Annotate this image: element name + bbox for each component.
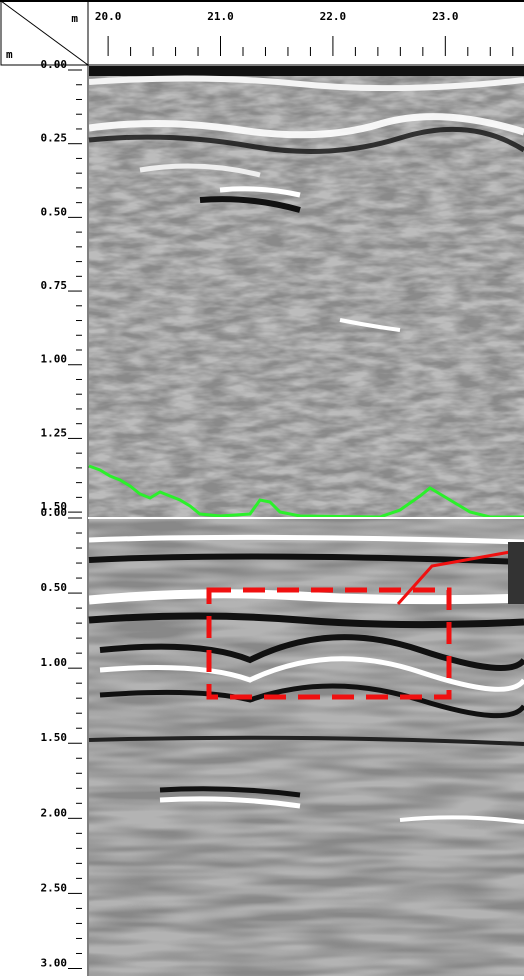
callout-box — [508, 542, 524, 604]
y-tick-label: 0.00 — [41, 506, 68, 519]
callout-line — [396, 550, 511, 606]
y-tick-label: 0.50 — [41, 581, 68, 594]
y-tick-label: 3.00 — [41, 956, 68, 969]
upper-radar-panel — [88, 66, 524, 519]
axes: 20.0 21.0 22.0 23.0 0.00 0.25 0.50 0.75 1.00 1.25… — [41, 10, 514, 969]
y-tick-label: 1.50 — [41, 500, 68, 513]
x-tick-label: 20.0 — [95, 10, 122, 23]
y-tick-label: 2.00 — [41, 806, 68, 819]
y-tick-label: 1.00 — [41, 353, 68, 366]
y-tick-label: 0.25 — [41, 132, 68, 145]
distance-unit: m — [71, 12, 78, 25]
x-tick-label: 23.0 — [432, 10, 459, 23]
corner-diagonal — [0, 0, 89, 66]
x-tick-label: 22.0 — [320, 10, 347, 23]
y-tick-label: 1.00 — [41, 656, 68, 669]
lower-radar-panel — [88, 519, 524, 976]
y-tick-label: 0.50 — [41, 205, 68, 218]
x-tick-label: 21.0 — [207, 10, 234, 23]
y-tick-label: 0.75 — [41, 279, 68, 292]
y-tick-label: 1.25 — [41, 426, 68, 439]
y-tick-label: 2.50 — [41, 881, 68, 894]
y-tick-label: 0.00 — [41, 58, 68, 71]
highlight-box — [206, 587, 452, 700]
y-tick-label: 1.50 — [41, 731, 68, 744]
depth-unit: m — [6, 48, 13, 61]
